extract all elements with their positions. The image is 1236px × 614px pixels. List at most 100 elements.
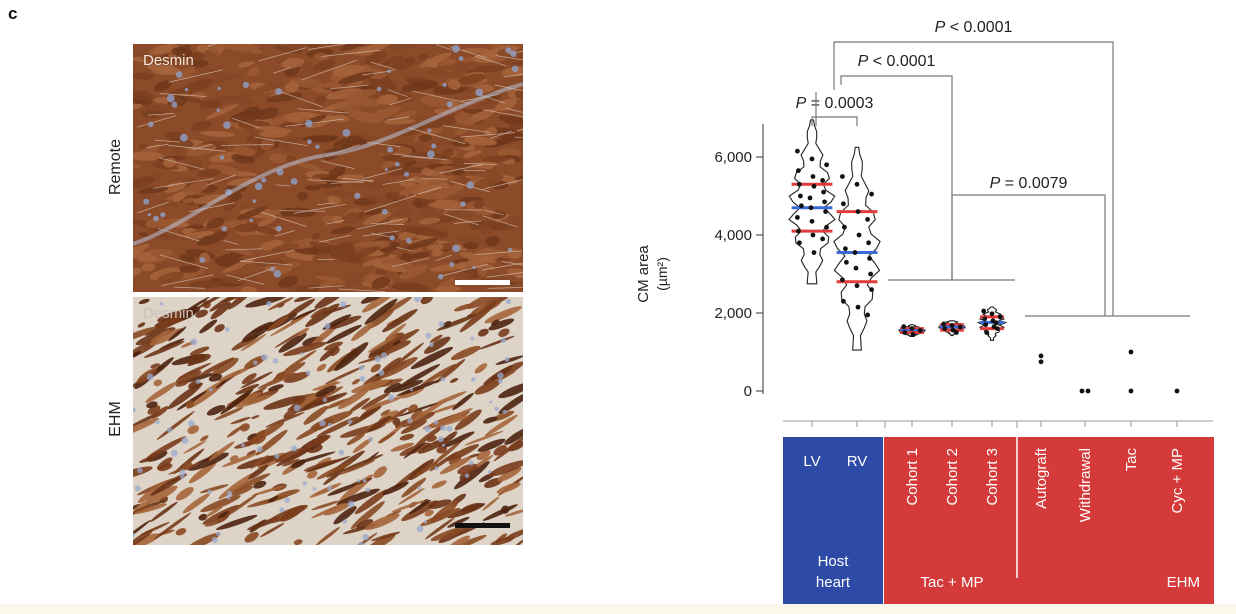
data-point <box>796 168 801 174</box>
ehm-fiber <box>133 466 153 480</box>
fiber-border <box>240 249 295 262</box>
data-point <box>917 328 923 333</box>
ehm-fiber <box>340 454 384 472</box>
ehm-fiber <box>364 533 396 545</box>
ehm-fiber <box>352 378 361 385</box>
ehm-fiber <box>407 404 418 413</box>
muscle-fiber <box>254 125 293 133</box>
muscle-fiber <box>490 44 502 49</box>
muscle-fiber <box>345 245 381 262</box>
muscle-fiber <box>190 120 212 132</box>
ehm-fiber <box>447 534 487 545</box>
muscle-fiber <box>162 157 177 168</box>
fiber-border <box>320 49 381 57</box>
nucleus <box>387 69 391 74</box>
muscle-fiber <box>181 78 213 94</box>
muscle-fiber <box>327 195 341 205</box>
ehm-fiber <box>167 382 203 410</box>
ehm-fiber <box>145 485 178 505</box>
ehm-fiber <box>316 363 327 372</box>
data-point <box>808 205 814 211</box>
muscle-fiber <box>391 57 417 70</box>
muscle-fiber <box>335 101 361 114</box>
fiber-border <box>462 169 486 172</box>
ehm-fiber <box>175 370 202 384</box>
fiber-border <box>495 55 523 61</box>
group-label-host: Host <box>818 553 850 570</box>
ehm-fiber <box>367 308 395 329</box>
fiber-border <box>483 109 523 118</box>
data-point <box>1174 388 1180 394</box>
ehm-fiber <box>189 346 210 356</box>
nucleus <box>208 387 213 392</box>
ehm-fiber <box>430 526 467 542</box>
muscle-fiber <box>240 286 258 292</box>
ehm-fiber <box>352 437 373 453</box>
nucleus <box>471 377 476 382</box>
fiber-border <box>274 230 296 237</box>
ehm-fiber <box>459 301 497 333</box>
data-point <box>807 195 813 201</box>
ehm-fiber <box>392 417 401 426</box>
muscle-fiber <box>331 115 350 123</box>
data-point <box>910 332 916 337</box>
ehm-fiber <box>310 307 328 318</box>
fiber-border <box>392 153 448 161</box>
ehm-fiber <box>186 380 226 409</box>
row-label-remote: Remote <box>107 138 124 196</box>
ehm-fiber <box>266 315 289 332</box>
ehm-fiber <box>302 435 331 450</box>
data-point <box>994 326 1000 331</box>
nucleus <box>302 481 307 486</box>
nucleus <box>505 298 512 305</box>
data-point <box>855 304 861 310</box>
muscle-fiber <box>379 245 399 253</box>
ehm-fiber <box>253 480 267 489</box>
muscle-fiber <box>211 72 244 84</box>
fiber-border <box>159 157 205 170</box>
nucleus <box>358 365 364 371</box>
muscle-fiber <box>429 263 467 272</box>
data-point <box>984 330 990 335</box>
data-point <box>820 236 825 242</box>
muscle-fiber <box>456 73 486 86</box>
nucleus <box>441 443 446 447</box>
muscle-fiber <box>484 127 498 137</box>
muscle-fiber <box>365 195 397 206</box>
significance-bracket <box>840 75 953 280</box>
nucleus <box>166 427 172 433</box>
data-point <box>941 321 947 327</box>
ehm-fiber <box>442 320 452 328</box>
muscle-fiber <box>252 81 284 94</box>
ehm-fiber <box>278 333 307 353</box>
muscle-fiber <box>137 186 169 194</box>
ehm-fiber <box>391 500 425 513</box>
muscle-fiber <box>184 231 215 238</box>
ehm-fiber <box>260 522 285 538</box>
fiber-border <box>460 132 516 138</box>
fiber-border <box>487 286 523 289</box>
ehm-fiber <box>187 425 200 434</box>
ehm-fiber <box>137 322 146 328</box>
significance-bracket <box>951 194 1106 316</box>
fiber-border <box>501 260 523 266</box>
violin-lv <box>788 119 836 285</box>
fiber-border <box>392 257 429 267</box>
ehm-fiber <box>496 482 521 494</box>
ehm-fiber <box>269 314 308 337</box>
nucleus <box>437 436 444 443</box>
fiber-border <box>168 69 224 83</box>
ehm-fiber <box>251 485 286 496</box>
muscle-fiber <box>434 285 462 292</box>
muscle-fiber <box>418 134 432 142</box>
muscle-fiber <box>133 248 158 262</box>
ehm-fiber <box>251 415 260 419</box>
ehm-fiber <box>348 397 371 413</box>
muscle-fiber <box>398 183 424 196</box>
data-point <box>810 174 816 179</box>
muscle-fiber <box>421 95 451 107</box>
muscle-fiber <box>363 211 392 226</box>
muscle-fiber <box>157 271 185 283</box>
nucleus <box>357 541 364 545</box>
muscle-fiber <box>332 64 364 77</box>
